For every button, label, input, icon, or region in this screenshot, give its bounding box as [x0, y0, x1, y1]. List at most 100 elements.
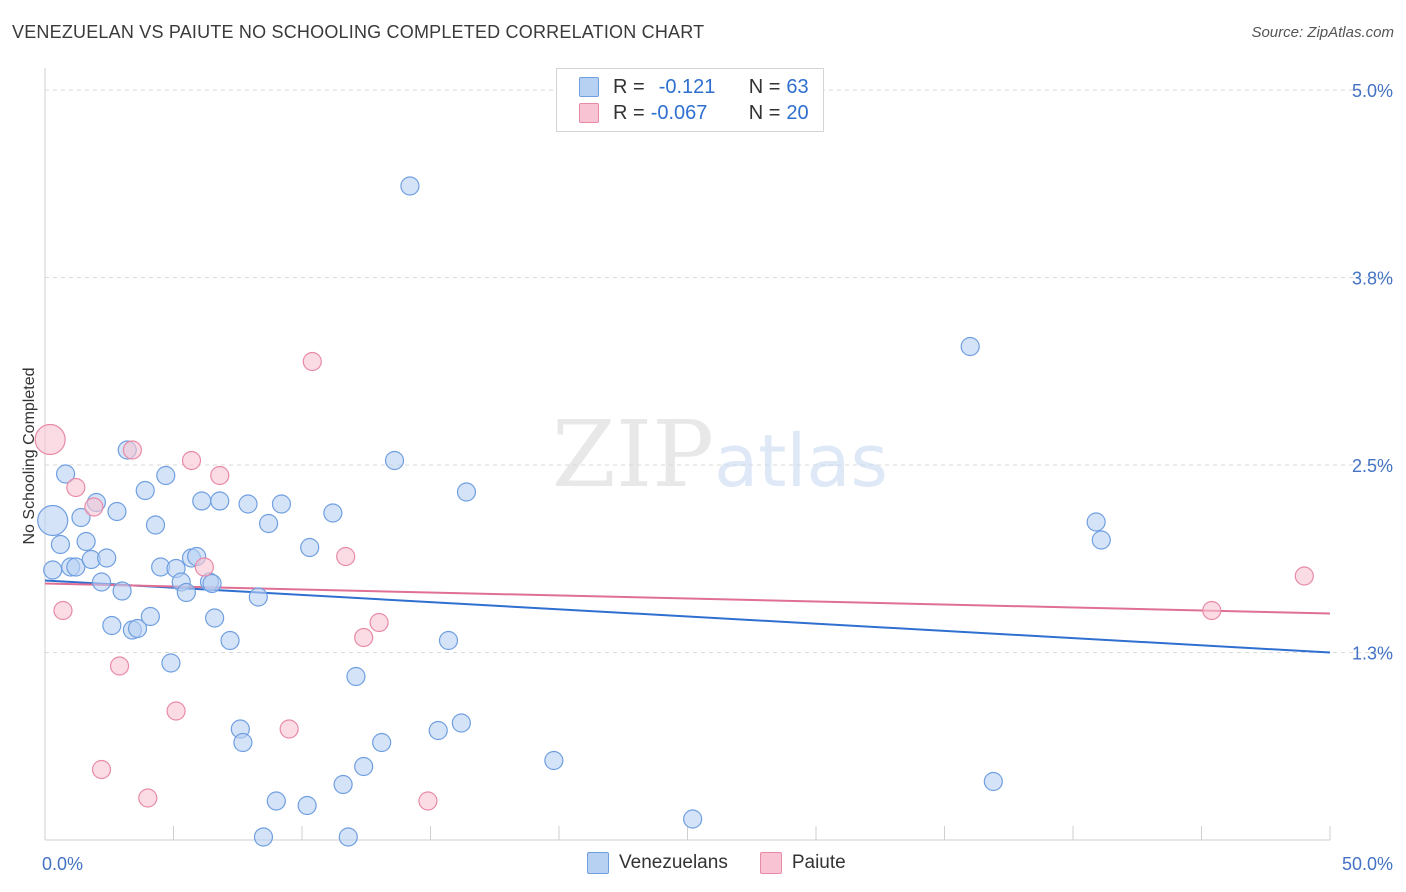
venezuelans-point — [210, 491, 230, 511]
venezuelans-point — [107, 501, 127, 522]
paiute-point — [53, 600, 73, 621]
venezuelans-point — [50, 534, 71, 555]
venezuelans-point — [451, 713, 471, 733]
venezuelans-point — [544, 750, 564, 771]
paiute-point — [84, 497, 104, 517]
venezuelans-point — [66, 557, 86, 577]
chart-title: VENEZUELAN VS PAIUTE NO SCHOOLING COMPLE… — [12, 22, 705, 42]
venezuelans-point — [145, 515, 166, 535]
legend-item-venezuelans: Venezuelans — [587, 852, 728, 874]
y-tick-label: 5.0% — [1352, 81, 1393, 101]
venezuelans-point — [176, 582, 196, 603]
y-tick-label: 1.3% — [1352, 644, 1393, 664]
venezuelans-point — [1091, 530, 1111, 550]
venezuelans-point — [983, 771, 1003, 792]
y-axis-label: No Schooling Completed — [21, 368, 38, 545]
paiute-point — [210, 465, 230, 486]
paiute-point — [166, 701, 186, 721]
paiute-trend-line — [44, 582, 1331, 615]
legend-row-paiute: R = -0.067 N = 20 — [579, 100, 809, 126]
venezuelans-point — [271, 494, 292, 514]
stats-legend: R = -0.121 N = 63 R = -0.067 N = 20 — [556, 68, 824, 132]
venezuelans-point — [43, 560, 63, 580]
legend-n-value: 63 — [786, 75, 809, 98]
venezuelans-point — [338, 827, 358, 847]
venezuelans-point — [456, 482, 477, 502]
paiute-point — [336, 546, 356, 567]
paiute-point — [1202, 600, 1222, 621]
venezuelans-point — [300, 537, 320, 558]
paiute-point — [181, 450, 202, 471]
venezuelans-point — [428, 720, 448, 741]
venezuelans-point — [258, 513, 279, 534]
paiute-point — [138, 788, 158, 808]
venezuelans-point — [438, 630, 459, 651]
x-tick-label-left: 0.0% — [42, 854, 83, 874]
venezuelans-legend-swatch — [587, 852, 609, 874]
paiute-legend-swatch — [759, 852, 782, 874]
chart-source: Source: ZipAtlas.com — [1251, 24, 1394, 41]
venezuelans-point — [135, 480, 155, 501]
venezuelans-point — [71, 507, 91, 528]
venezuelans-point — [156, 465, 176, 486]
venezuelans-point — [55, 464, 76, 484]
y-tick-labels: 5.0% 3.8% 2.5% 1.3% — [1352, 81, 1393, 664]
paiute-point — [194, 557, 214, 577]
legend-r-value: -0.121 — [658, 75, 716, 98]
paiute-point — [279, 719, 299, 739]
legend-label-venezuelans: Venezuelans — [619, 852, 728, 873]
venezuelans-point — [112, 581, 132, 601]
venezuelans-point — [372, 732, 392, 753]
paiute-point — [1294, 566, 1314, 586]
paiute-point — [369, 612, 389, 633]
venezuelans-point — [960, 336, 980, 357]
legend-r-label: R = — [613, 75, 645, 98]
y-tick-label: 2.5% — [1352, 456, 1393, 476]
paiute-point — [66, 477, 86, 498]
paiute-point — [109, 656, 130, 676]
venezuelans-point — [238, 494, 258, 514]
venezuelans-point — [161, 653, 181, 673]
venezuelans-point — [233, 732, 253, 753]
venezuelans-point — [97, 548, 117, 568]
legend-row-venezuelans: R = -0.121 N = 63 — [579, 74, 809, 100]
y-tick-label: 3.8% — [1352, 269, 1393, 289]
venezuelans-point — [683, 809, 703, 829]
legend-item-paiute: Paiute — [759, 852, 846, 874]
data-points — [34, 176, 1314, 847]
venezuelans-point — [127, 618, 148, 639]
venezuelans-point — [76, 531, 96, 552]
venezuelans-point — [1086, 512, 1106, 532]
x-tick-label-right: 50.0% — [1342, 854, 1393, 874]
venezuelans-point — [248, 587, 268, 607]
legend-r-value: -0.067 — [650, 101, 708, 124]
venezuelans-point — [37, 504, 69, 537]
venezuelans-swatch — [579, 77, 599, 97]
series-legend: Venezuelans Paiute — [587, 852, 878, 874]
venezuelans-point — [333, 774, 353, 795]
venezuelans-point — [140, 606, 160, 627]
legend-n-label: N = — [748, 101, 781, 124]
venezuelans-point — [253, 827, 274, 847]
paiute-point — [418, 791, 438, 811]
venezuelans-point — [205, 608, 225, 628]
venezuelans-point — [192, 491, 212, 511]
legend-label-paiute: Paiute — [791, 852, 846, 873]
venezuelans-point — [346, 666, 366, 687]
legend-n-value: 20 — [786, 101, 809, 124]
venezuelans-point — [354, 756, 374, 777]
grid-lines — [45, 89, 1392, 653]
venezuelans-point — [202, 573, 222, 594]
legend-r-label: R = — [613, 101, 645, 124]
paiute-point — [302, 351, 322, 372]
venezuelans-point — [102, 615, 122, 636]
venezuelans-point — [384, 450, 405, 471]
venezuelans-point — [266, 791, 286, 811]
venezuelans-point — [91, 572, 112, 592]
venezuelans-point — [323, 503, 343, 523]
venezuelans-point — [220, 630, 240, 651]
paiute-point — [34, 423, 66, 456]
venezuelans-point — [400, 176, 420, 196]
paiute-point — [91, 759, 112, 780]
